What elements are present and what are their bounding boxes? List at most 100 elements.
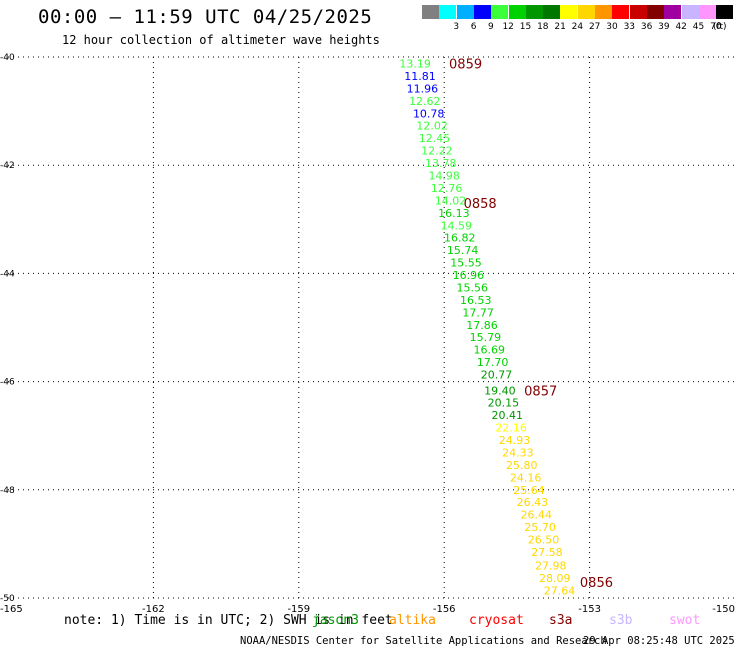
axis-labels: -165 -162 -159 -156 -153 -150 -40 -42 -44 -46 -48 -… (0, 53, 735, 615)
wave-height-value: 12.62 (409, 95, 441, 108)
wave-height-value: 27.58 (531, 546, 563, 559)
longitude-tick-label: -156 (433, 604, 456, 615)
wave-height-value: 11.81 (404, 70, 436, 83)
legend-label: 18 (537, 22, 549, 32)
legend-swatch (456, 5, 474, 19)
legend-unit-label: (ft) (713, 22, 727, 32)
wave-height-value: 17.86 (466, 319, 498, 332)
latitude-tick-label: -42 (0, 161, 15, 171)
legend-swatch (612, 5, 630, 19)
wave-height-value: 14.98 (428, 169, 460, 182)
legend-label: 42 (675, 22, 687, 32)
legend-label: 6 (470, 22, 477, 32)
wave-height-value: 12.02 (416, 120, 448, 133)
time-label: 0858 (464, 197, 497, 212)
wave-height-value: 19.40 (484, 384, 516, 397)
wave-height-value: 15.74 (447, 244, 479, 257)
legend-swatch (491, 5, 509, 19)
wave-height-value: 15.55 (450, 257, 482, 270)
time-label: 0856 (580, 576, 613, 591)
legend-swatch (525, 5, 543, 19)
legend-swatch (716, 5, 734, 19)
wave-height-value: 20.41 (491, 409, 523, 422)
wave-height-value: 27.64 (544, 584, 576, 597)
latitude-tick-label: -48 (0, 486, 15, 496)
wave-height-value: 10.78 (413, 107, 445, 120)
satellite-legend-altika: altika (389, 613, 436, 628)
legend-label: 33 (623, 22, 636, 32)
legend-label: 15 (519, 22, 532, 32)
latitude-tick-label: -44 (0, 269, 15, 279)
latitude-tick-label: -40 (0, 53, 15, 63)
wave-height-value: 17.77 (462, 306, 494, 319)
satellite-legend-s3b: s3b (609, 613, 633, 628)
legend-swatch (681, 5, 699, 19)
time-label: 0859 (449, 57, 482, 72)
legend-swatch (473, 5, 491, 19)
wave-height-value: 16.13 (438, 207, 470, 220)
units-note: note: 1) Time is in UTC; 2) SWH is in fe… (64, 613, 393, 628)
wave-height-value: 24.33 (502, 446, 534, 459)
wave-height-value: 15.79 (470, 331, 502, 344)
legend-swatch (422, 5, 439, 19)
time-label: 0857 (524, 384, 557, 399)
legend-swatch (629, 5, 647, 19)
legend-label: 39 (658, 22, 670, 32)
legend-label: 45 (692, 22, 705, 32)
map-subtitle: 12 hour collection of altimeter wave hei… (62, 33, 380, 47)
wave-height-value: 20.77 (481, 369, 513, 382)
longitude-tick-label: -150 (712, 604, 735, 615)
legend-label: 36 (640, 22, 653, 32)
wave-height-value: 25.64 (513, 484, 545, 497)
wave-height-value: 13.19 (399, 57, 431, 70)
longitude-tick-label: -162 (142, 604, 165, 615)
longitude-tick-label: -165 (0, 604, 23, 615)
wave-height-value: 13.78 (425, 157, 457, 170)
lat-lon-grid (8, 56, 735, 599)
wave-height-value: 26.44 (521, 509, 553, 522)
legend-swatch (508, 5, 526, 19)
legend-swatch (543, 5, 561, 19)
legend-label: 21 (554, 22, 566, 32)
legend-label: 70 (710, 22, 722, 32)
wave-height-value: 12.22 (421, 145, 453, 158)
latitude-tick-label: -50 (0, 594, 15, 604)
legend-swatch (595, 5, 612, 19)
legend-swatch (439, 5, 457, 19)
legend-swatch (664, 5, 682, 19)
legend-swatch (646, 5, 664, 19)
wave-height-value: 12.76 (431, 182, 463, 195)
latitude-tick-label: -46 (0, 378, 15, 388)
wave-height-value: 17.70 (477, 356, 509, 369)
credit-line: NOAA/NESDIS Center for Satellite Applica… (240, 635, 607, 647)
legend-swatch (577, 5, 595, 19)
units-note-text: note: 1) Time is in UTC; 2) SWH is in fe… (64, 613, 393, 628)
wave-height-value: 27.98 (535, 560, 567, 573)
wave-height-value: 16.96 (453, 269, 485, 282)
satellite-legend-s3a: s3a (549, 613, 573, 628)
legend-label: 30 (606, 22, 618, 32)
wave-height-value: 14.59 (441, 219, 473, 232)
satellite-legend-jason3: jason3 (312, 613, 359, 628)
longitude-tick-label: -159 (287, 604, 310, 615)
time-labels: 0859 0858 0857 0856 (449, 57, 613, 590)
wave-height-value: 15.56 (457, 281, 489, 294)
legend-label: 3 (453, 22, 460, 32)
map-title: 00:00 – 11:59 UTC 04/25/2025 (38, 6, 373, 28)
wave-height-value: 24.93 (499, 434, 531, 447)
legend-label: 9 (488, 22, 494, 32)
satellite-legend-swot: swot (669, 613, 701, 628)
wave-height-value: 28.09 (539, 572, 571, 585)
wave-height-value: 25.80 (506, 459, 538, 472)
generated-timestamp: 29 Apr 08:25:48 UTC 2025 (583, 635, 735, 647)
legend-label: 27 (588, 22, 601, 32)
wave-height-value: 16.82 (444, 232, 476, 245)
wave-height-value: 16.69 (474, 344, 506, 357)
wave-height-value: 14.02 (435, 194, 467, 207)
wave-height-value: 11.96 (407, 82, 439, 95)
wave-height-value: 25.70 (524, 521, 556, 534)
legend-label: 24 (571, 22, 584, 32)
observation-track: 13.1911.8111.9612.6210.7812.0212.4512.22… (399, 57, 575, 597)
legend-swatch (698, 5, 716, 19)
